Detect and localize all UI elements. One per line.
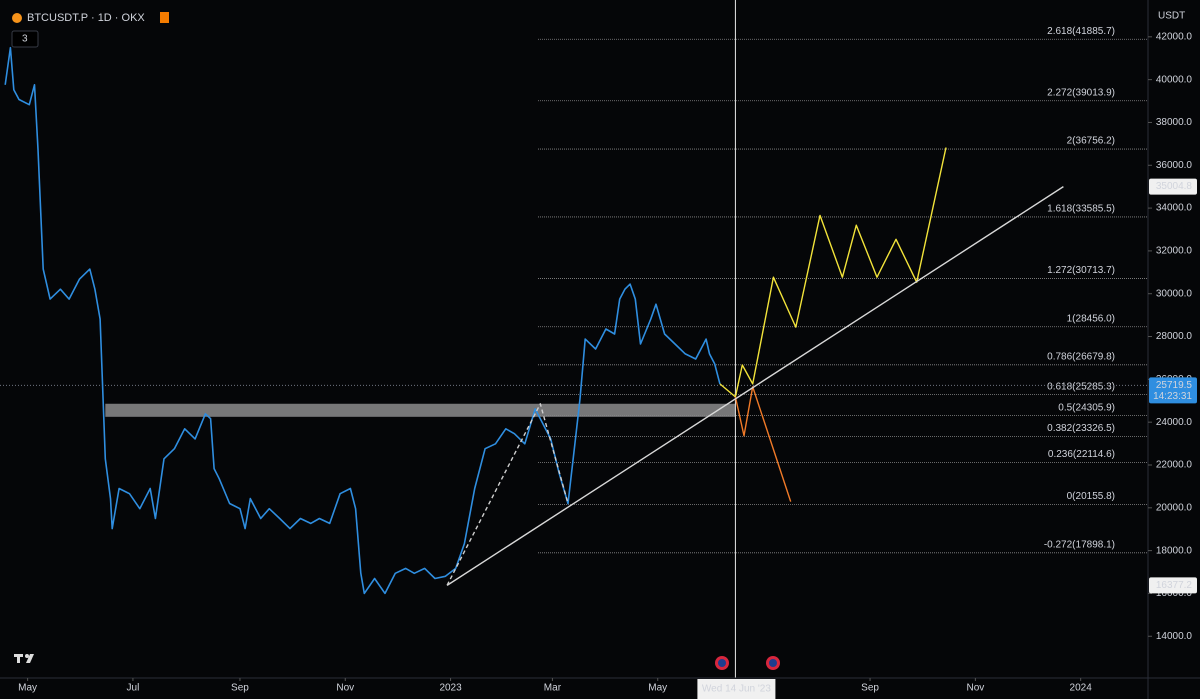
exchange-flag (160, 12, 169, 23)
y-tick-label: 20000.0 (1156, 502, 1193, 513)
x-tick-label: Nov (966, 683, 984, 694)
indicator-toggle[interactable] (11, 30, 39, 48)
fib-label: 1(28456.0) (1067, 313, 1115, 324)
fib-label: 0(20155.8) (1067, 491, 1115, 502)
y-tick-label: 36000.0 (1156, 160, 1193, 171)
x-tick-label: Sep (231, 683, 249, 694)
x-tick-label: 2024 (1070, 683, 1093, 694)
indicator-count: 3 (22, 34, 28, 45)
y-tick-label: 14000.0 (1156, 631, 1193, 642)
last-price-label: 25719.5 (1156, 380, 1193, 391)
symbol-icon (12, 13, 22, 23)
price-label: 16377.2 (1156, 580, 1193, 591)
x-tick-label: May (18, 683, 37, 694)
x-tick-label: Sep (861, 683, 879, 694)
y-tick-label: 28000.0 (1156, 331, 1193, 342)
series-line (734, 386, 792, 502)
crosshair-label-box (697, 679, 776, 699)
last-price-box (1149, 377, 1197, 404)
series-line (719, 147, 947, 398)
x-tick-label: Jul (127, 683, 140, 694)
x-tick-label: May (648, 683, 667, 694)
price-label: 35004.8 (1156, 181, 1193, 192)
y-unit[interactable]: USDT (1158, 11, 1185, 22)
plot-area: 2.618(41885.7) 2.272(39013.9) 2(36756.2) 1.… (0, 0, 1148, 678)
y-tick-label: 40000.0 (1156, 74, 1193, 85)
x-tick-label: Nov (336, 683, 354, 694)
fib-label: 2.618(41885.7) (1047, 26, 1115, 37)
fib-label: 1.618(33585.5) (1047, 204, 1115, 215)
y-tick-label: 16000.0 (1156, 588, 1193, 599)
price-label-box (1149, 178, 1197, 195)
tv-logo (14, 654, 34, 663)
series-line (446, 186, 1064, 586)
fib-label: 2.272(39013.9) (1047, 87, 1115, 98)
fib-label: 0.236(22114.6) (1048, 449, 1115, 460)
fib-label: -0.272(17898.1) (1044, 539, 1115, 550)
price-zone (105, 403, 736, 417)
fib-label: 2(36756.2) (1067, 136, 1115, 147)
fib-label: 0.5(24305.9) (1058, 402, 1115, 413)
countdown-label: 14:23:31 (1153, 391, 1192, 402)
y-tick-label: 30000.0 (1156, 288, 1193, 299)
fib-label: 0.618(25285.3) (1047, 381, 1115, 392)
price-label-box (1149, 577, 1197, 594)
y-tick-label: 42000.0 (1156, 31, 1193, 42)
crosshair-label: Wed 14 Jun '23 (702, 684, 771, 695)
event-flag[interactable] (715, 656, 729, 670)
symbol-title: BTCUSDT.P · 1D · OKX (27, 12, 145, 24)
y-tick-label: 32000.0 (1156, 246, 1193, 257)
fib-label: 0.382(23326.5) (1047, 423, 1115, 434)
x-tick-label: Mar (544, 683, 562, 694)
y-tick-label: 24000.0 (1156, 417, 1193, 428)
fib-label: 1.272(30713.7) (1047, 265, 1115, 276)
series-line (4, 46, 721, 595)
y-tick-label: 18000.0 (1156, 545, 1193, 556)
series-line (446, 403, 569, 586)
fib-label: 0.786(26679.8) (1047, 351, 1115, 362)
y-tick-label: 34000.0 (1156, 203, 1193, 214)
y-tick-label: 22000.0 (1156, 460, 1193, 471)
x-tick-label: 2023 (439, 683, 462, 694)
event-flag[interactable] (766, 656, 780, 670)
y-tick-label: 38000.0 (1156, 117, 1193, 128)
